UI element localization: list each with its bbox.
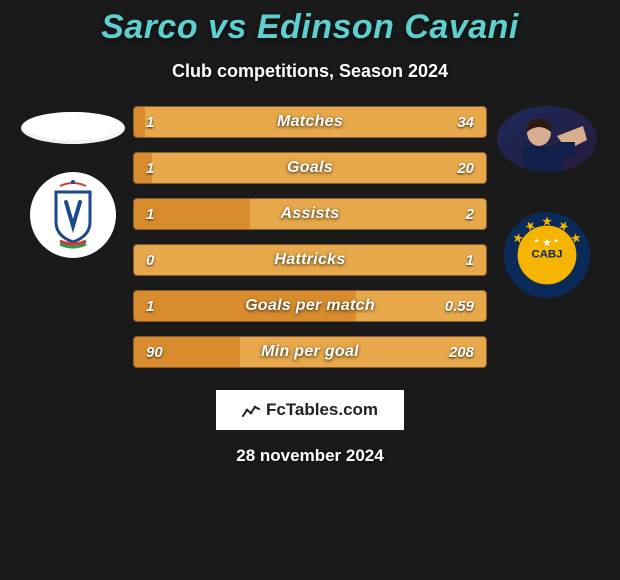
- footer-date: 28 november 2024: [236, 446, 383, 466]
- stat-bar: 12Assists: [133, 198, 487, 230]
- svg-text:CABJ: CABJ: [531, 249, 562, 261]
- left-player-column: [13, 106, 133, 258]
- stat-label: Goals per match: [134, 297, 486, 315]
- comparison-row: 134Matches 120Goals 12Assists 01Hattricks 10…: [0, 106, 620, 368]
- stat-label: Assists: [134, 205, 486, 223]
- stat-bar: 01Hattricks: [133, 244, 487, 276]
- stat-label: Matches: [134, 113, 486, 131]
- stat-bar: 90208Min per goal: [133, 336, 487, 368]
- site-badge[interactable]: FcTables.com: [216, 390, 404, 430]
- stat-label: Hattricks: [134, 251, 486, 269]
- site-name: FcTables.com: [266, 400, 378, 420]
- stat-bar: 134Matches: [133, 106, 487, 138]
- page-title: Sarco vs Edinson Cavani: [101, 8, 519, 47]
- stat-bar: 120Goals: [133, 152, 487, 184]
- stats-bars: 134Matches 120Goals 12Assists 01Hattricks 10…: [133, 106, 487, 368]
- left-player-photo: [21, 106, 125, 150]
- stat-label: Min per goal: [134, 343, 486, 361]
- right-team-badge: CABJ: [504, 212, 590, 298]
- chart-icon: [242, 403, 260, 417]
- right-player-column: CABJ: [487, 106, 607, 298]
- subtitle: Club competitions, Season 2024: [172, 61, 448, 82]
- stat-label: Goals: [134, 159, 486, 177]
- right-player-photo: [497, 106, 597, 172]
- stat-bar: 10.59Goals per match: [133, 290, 487, 322]
- left-team-badge: [30, 172, 116, 258]
